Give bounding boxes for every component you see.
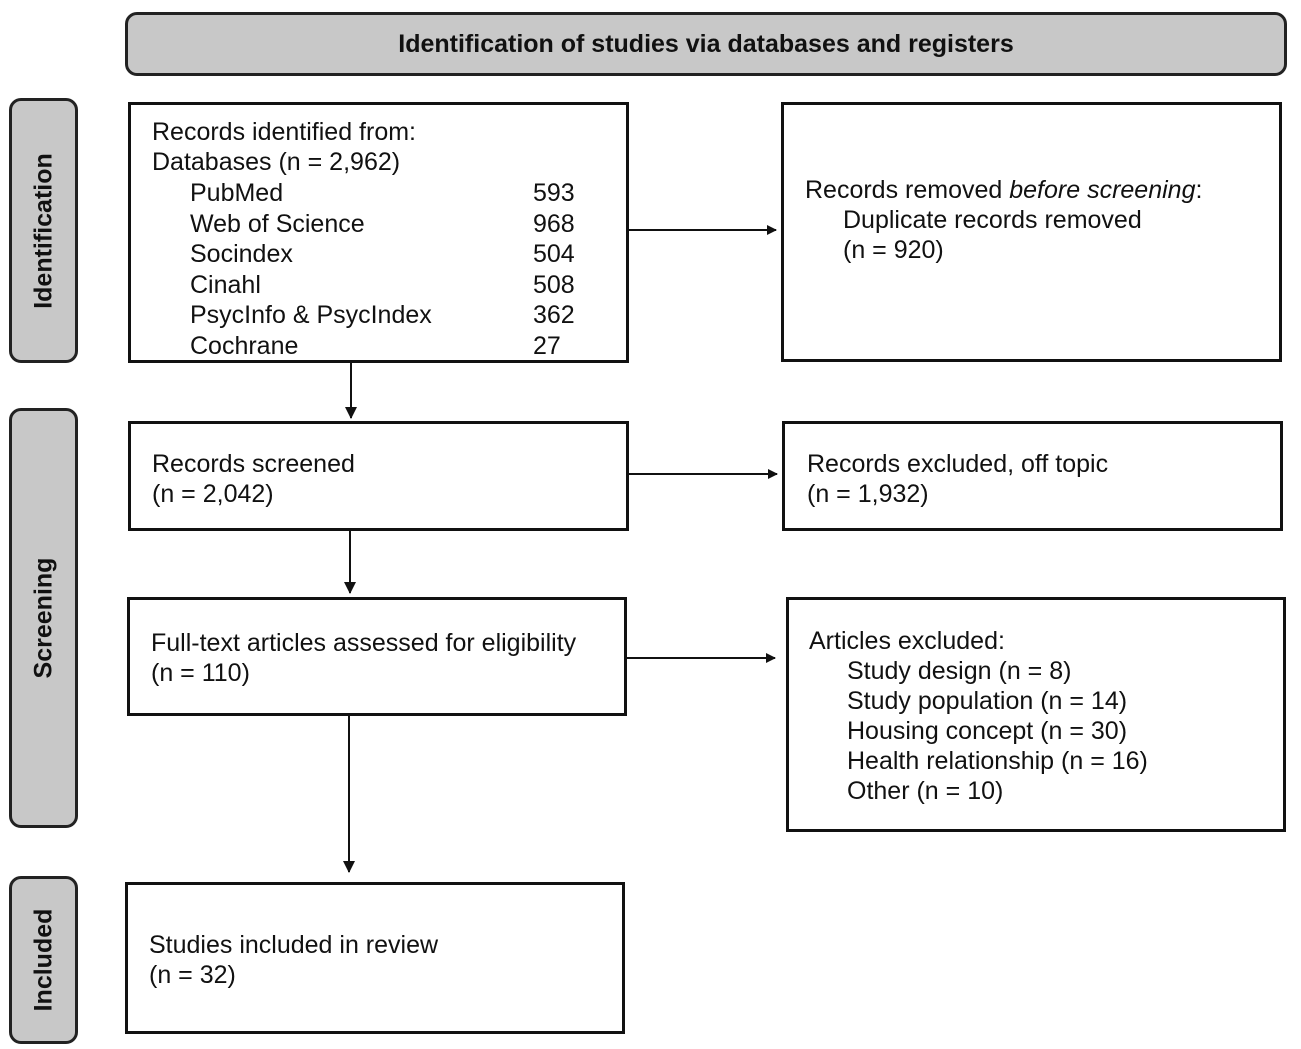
duplicates-removed-count: (n = 920): [843, 236, 944, 264]
database-row: Socindex 504: [190, 239, 575, 269]
database-name: Socindex: [190, 240, 293, 268]
database-row: Web of Science 968: [190, 209, 575, 239]
records-screened-label: Records screened: [152, 450, 355, 478]
articles-excluded-box: Articles excluded: Study design (n = 8) S…: [786, 597, 1286, 832]
database-row: Cinahl 508: [190, 270, 575, 300]
duplicates-removed-label: Duplicate records removed: [843, 206, 1142, 234]
records-excluded-count: (n = 1,932): [807, 480, 929, 508]
database-list: PubMed 593 Web of Science 968 Socindex 504 Cin…: [190, 178, 590, 360]
studies-included-label: Studies included in review: [149, 931, 439, 959]
records-identified-title: Records identified from:: [152, 118, 417, 146]
phase-identification: Identification: [9, 98, 78, 363]
exclusion-reason: Study design (n = 8): [847, 657, 1072, 685]
records-excluded-label: Records excluded, off topic: [807, 450, 1109, 478]
database-count: 508: [533, 270, 575, 299]
database-row: PubMed 593: [190, 178, 575, 208]
studies-included-count: (n = 32): [149, 961, 236, 989]
fulltext-assessed-label: Full-text articles assessed for eligibil…: [151, 629, 577, 657]
records-screened-count: (n = 2,042): [152, 480, 274, 508]
database-row: Cochrane 27: [190, 331, 561, 361]
articles-excluded-title: Articles excluded:: [809, 627, 1005, 655]
database-name: Cinahl: [190, 270, 261, 299]
records-removed-title: Records removed before screening:: [805, 176, 1203, 204]
database-count: 504: [533, 240, 575, 268]
fulltext-assessed-box: Full-text articles assessed for eligibil…: [127, 597, 627, 716]
database-row: PsycInfo & PsycIndex 362: [190, 300, 575, 330]
database-count: 27: [533, 331, 561, 360]
database-name: Web of Science: [190, 209, 365, 238]
phase-included: Included: [9, 876, 78, 1044]
records-identified-box: Records identified from: Databases (n = …: [128, 102, 629, 363]
database-name: Cochrane: [190, 331, 299, 360]
database-count: 968: [533, 209, 575, 238]
database-name: PubMed: [190, 179, 284, 207]
records-removed-box: Records removed before screening: Duplic…: [781, 102, 1282, 362]
exclusion-reason: Housing concept (n = 30): [847, 717, 1128, 745]
database-count: 593: [533, 179, 575, 207]
exclusion-reason: Study population (n = 14): [847, 687, 1128, 715]
records-excluded-box: Records excluded, off topic (n = 1,932): [782, 421, 1283, 531]
database-name: PsycInfo & PsycIndex: [190, 301, 432, 329]
records-screened-box: Records screened (n = 2,042): [128, 421, 629, 531]
databases-total: Databases (n = 2,962): [152, 148, 401, 176]
exclusion-reason: Health relationship (n = 16): [847, 747, 1148, 775]
exclusion-reason: Other (n = 10): [847, 777, 1004, 805]
fulltext-assessed-count: (n = 110): [151, 659, 250, 687]
studies-included-box: Studies included in review (n = 32): [125, 882, 625, 1034]
header-title: Identification of studies via databases …: [398, 29, 1014, 58]
phase-screening: Screening: [9, 408, 78, 828]
header-banner: Identification of studies via databases …: [125, 12, 1287, 76]
database-count: 362: [533, 301, 575, 329]
